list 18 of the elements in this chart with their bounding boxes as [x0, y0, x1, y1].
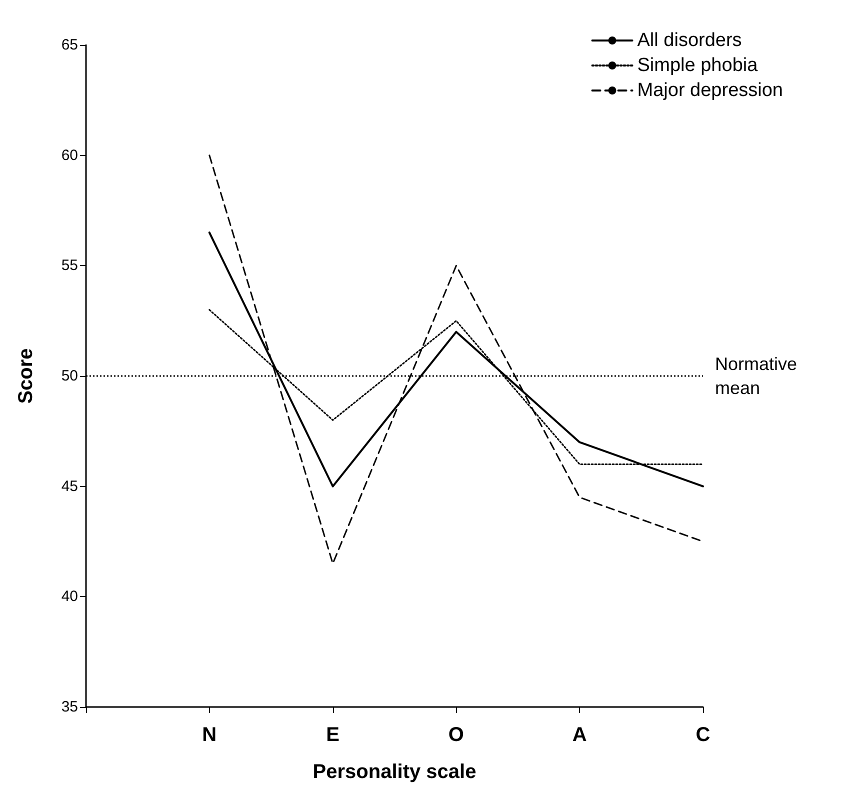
x-tick-label: C: [696, 724, 710, 746]
legend-label: All disorders: [637, 30, 742, 51]
y-tick-label: 45: [61, 478, 78, 495]
legend-label: Major depression: [637, 80, 784, 101]
y-axis-title: Score: [15, 348, 37, 404]
legend-label: Simple phobia: [637, 55, 758, 76]
y-tick-label: 55: [61, 257, 78, 274]
y-tick-label: 60: [61, 146, 78, 164]
x-axis-title: Personality scale: [312, 761, 476, 783]
x-tick-label: N: [202, 724, 217, 746]
y-tick-label: 40: [61, 588, 78, 606]
x-tick-label: O: [448, 724, 464, 746]
ref-line-label: Normative mean: [715, 354, 802, 398]
y-tick-label: 35: [61, 698, 78, 716]
y-tick-label: 65: [61, 36, 78, 54]
x-tick-label: A: [572, 724, 587, 746]
x-tick-label: E: [326, 724, 340, 746]
y-tick-label: 50: [61, 368, 78, 384]
